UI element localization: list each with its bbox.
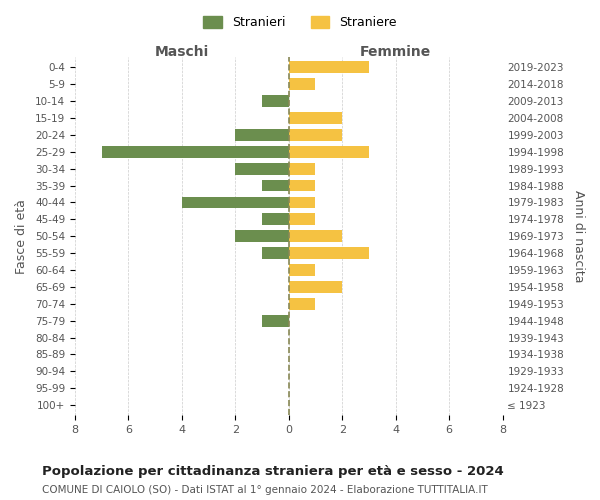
Bar <box>262 214 289 226</box>
Bar <box>289 281 342 293</box>
Bar <box>262 180 289 192</box>
Bar <box>289 196 316 208</box>
Text: Popolazione per cittadinanza straniera per età e sesso - 2024: Popolazione per cittadinanza straniera p… <box>42 465 504 478</box>
Bar <box>289 129 342 141</box>
Bar <box>289 247 369 259</box>
Bar <box>235 230 289 242</box>
Bar <box>289 146 369 158</box>
Bar <box>289 214 316 226</box>
Bar <box>235 129 289 141</box>
Y-axis label: Fasce di età: Fasce di età <box>15 199 28 274</box>
Text: Femmine: Femmine <box>360 45 431 59</box>
Bar <box>262 95 289 107</box>
Bar <box>235 163 289 174</box>
Bar <box>289 62 369 73</box>
Bar <box>289 264 316 276</box>
Bar <box>289 230 342 242</box>
Bar <box>101 146 289 158</box>
Bar <box>262 247 289 259</box>
Bar <box>262 315 289 326</box>
Text: COMUNE DI CAIOLO (SO) - Dati ISTAT al 1° gennaio 2024 - Elaborazione TUTTITALIA.: COMUNE DI CAIOLO (SO) - Dati ISTAT al 1°… <box>42 485 488 495</box>
Text: Maschi: Maschi <box>155 45 209 59</box>
Bar <box>289 298 316 310</box>
Bar <box>289 78 316 90</box>
Y-axis label: Anni di nascita: Anni di nascita <box>572 190 585 282</box>
Legend: Stranieri, Straniere: Stranieri, Straniere <box>198 11 402 34</box>
Bar <box>289 180 316 192</box>
Bar <box>289 163 316 174</box>
Bar <box>289 112 342 124</box>
Bar <box>182 196 289 208</box>
